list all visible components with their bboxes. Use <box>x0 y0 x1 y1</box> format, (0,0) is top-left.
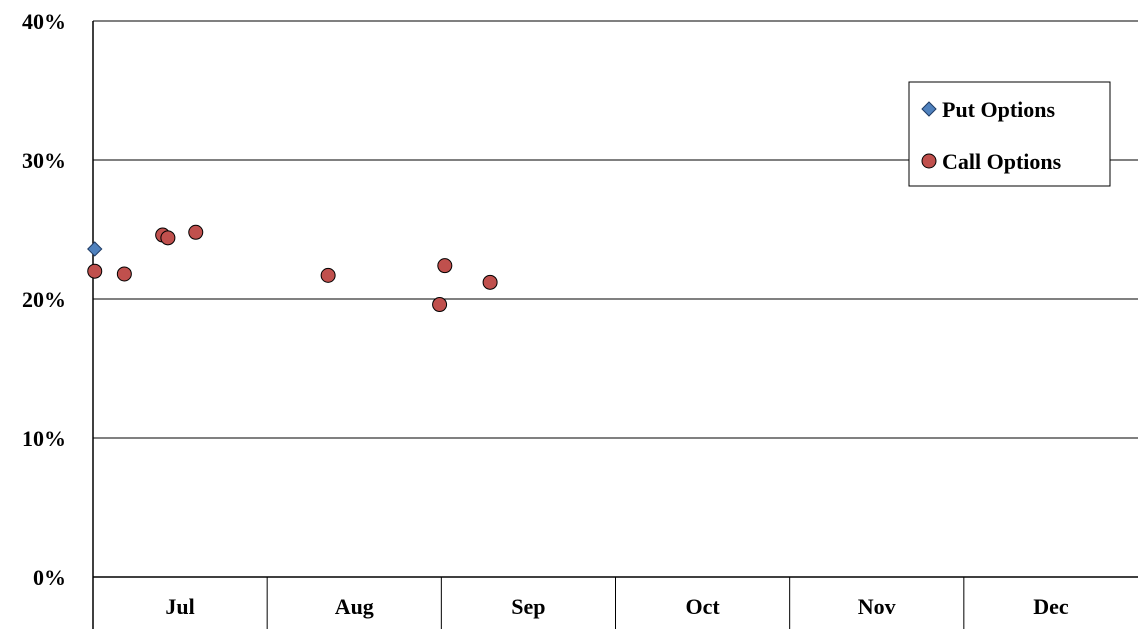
put-option-point <box>87 241 103 257</box>
x-tick-label: Dec <box>1033 594 1069 619</box>
call-option-point <box>87 263 103 279</box>
call-option-point <box>437 258 453 274</box>
y-tick-label: 0% <box>33 565 66 590</box>
data-points <box>87 224 498 313</box>
x-tick-label: Nov <box>858 594 896 619</box>
gridlines <box>93 20 1138 439</box>
call-option-point <box>482 274 498 290</box>
legend-diamond-marker <box>921 101 937 117</box>
x-tick-label: Oct <box>685 594 720 619</box>
x-tick-label: Jul <box>165 594 194 619</box>
x-tick-labels: Jul Aug Sep Oct Nov Dec <box>165 594 1068 619</box>
legend-box <box>908 81 1111 187</box>
y-tick-label: 10% <box>22 426 66 451</box>
legend-label: Call Options <box>942 149 1062 174</box>
axes <box>92 21 1138 629</box>
legend: Put Options Call Options <box>908 81 1111 187</box>
y-tick-label: 30% <box>22 148 66 173</box>
call-option-point <box>116 266 132 282</box>
call-option-point <box>160 230 176 246</box>
call-option-point <box>188 224 204 240</box>
y-tick-label: 20% <box>22 287 66 312</box>
call-option-point <box>432 297 448 313</box>
x-tick-label: Aug <box>335 594 374 619</box>
legend-circle-marker <box>921 153 937 169</box>
call-option-point <box>320 267 336 283</box>
x-tick-label: Sep <box>511 594 545 619</box>
y-tick-labels: 0% 10% 20% 30% 40% <box>22 9 66 590</box>
legend-label: Put Options <box>942 97 1056 122</box>
y-tick-label: 40% <box>22 9 66 34</box>
